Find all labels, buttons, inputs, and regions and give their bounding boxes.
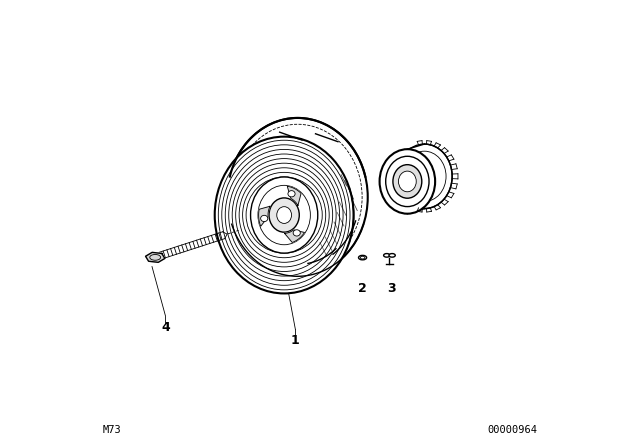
Ellipse shape <box>276 207 292 224</box>
Ellipse shape <box>288 191 295 197</box>
Text: 4: 4 <box>161 320 170 334</box>
Ellipse shape <box>293 230 300 236</box>
Text: 00000964: 00000964 <box>487 426 538 435</box>
Ellipse shape <box>269 198 300 232</box>
Text: M73: M73 <box>103 426 122 435</box>
Ellipse shape <box>389 254 396 257</box>
Ellipse shape <box>383 254 390 257</box>
Ellipse shape <box>227 118 368 276</box>
Ellipse shape <box>393 165 422 198</box>
Text: 3: 3 <box>387 282 396 296</box>
Ellipse shape <box>358 255 367 260</box>
Text: 1: 1 <box>291 334 300 347</box>
Ellipse shape <box>399 171 416 192</box>
Polygon shape <box>259 206 270 226</box>
Ellipse shape <box>215 137 354 293</box>
Polygon shape <box>287 186 301 206</box>
Ellipse shape <box>397 144 452 209</box>
Ellipse shape <box>260 215 268 222</box>
Ellipse shape <box>380 149 435 214</box>
Ellipse shape <box>251 177 318 253</box>
Text: 2: 2 <box>358 282 367 296</box>
Polygon shape <box>285 230 305 242</box>
Polygon shape <box>145 252 165 263</box>
